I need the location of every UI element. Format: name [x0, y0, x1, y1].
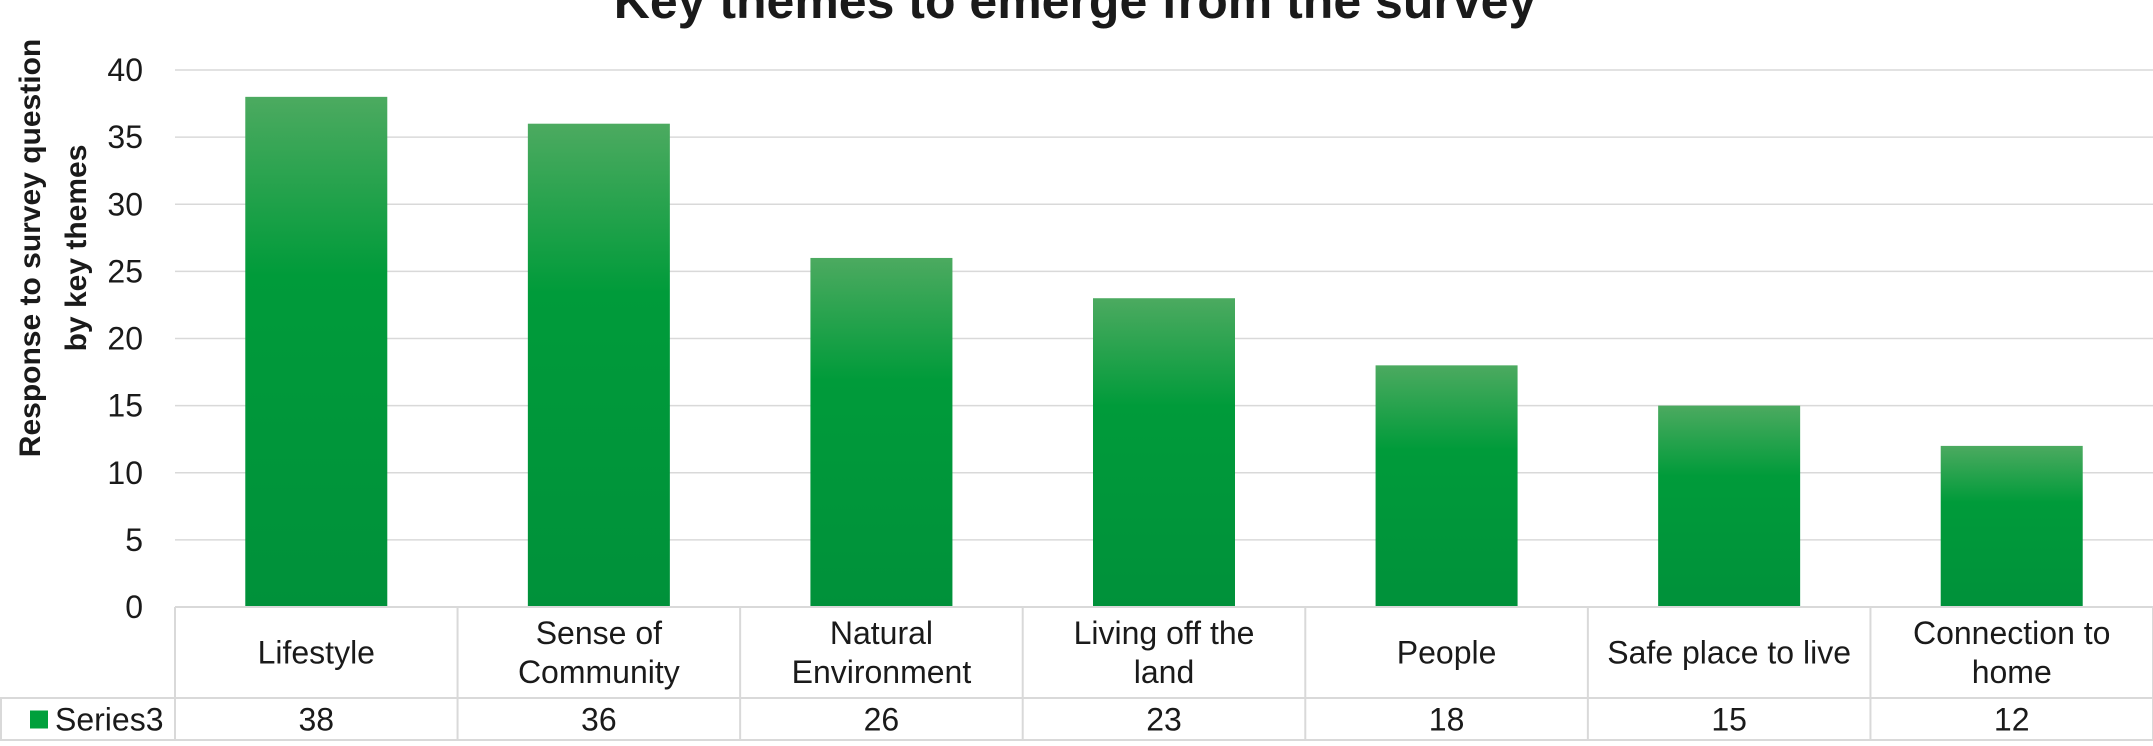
legend-series-name: Series3 — [55, 702, 164, 738]
bar — [1658, 405, 1801, 607]
y-axis-label: Response to survey question by key themes — [14, 39, 93, 457]
y-tick-label: 5 — [125, 522, 143, 558]
bar — [245, 96, 388, 607]
y-tick-label: 25 — [107, 253, 143, 289]
bar — [1093, 298, 1235, 607]
data-table: Lifestyle Sense of Community Natural Environ… — [0, 606, 2153, 741]
y-tick-label: 35 — [107, 119, 143, 155]
x-category-label: Connection to home — [1913, 615, 2110, 690]
data-table-value: 15 — [1711, 702, 1747, 738]
y-axis-ticks: 0 5 10 15 20 25 30 35 40 — [107, 52, 143, 625]
y-tick-label: 30 — [107, 186, 143, 222]
data-table-value: 38 — [298, 702, 334, 738]
bar — [1375, 365, 1518, 607]
data-table-value: 26 — [864, 702, 900, 738]
y-tick-label: 40 — [107, 52, 143, 88]
y-tick-label: 10 — [107, 455, 143, 491]
x-category-label: Natural Environment — [792, 615, 972, 690]
y-tick-label: 0 — [125, 589, 143, 625]
x-category-label: Sense of Community — [518, 615, 680, 690]
data-table-value: 18 — [1429, 702, 1465, 738]
y-tick-label: 20 — [107, 321, 143, 357]
y-tick-label: 15 — [107, 388, 143, 424]
x-category-label: Living off the land — [1074, 615, 1255, 690]
data-table-value: 23 — [1146, 702, 1182, 738]
chart-title: Key themes to emerge from the survey — [614, 0, 1537, 29]
y-axis-label-line: by key themes — [60, 145, 93, 352]
bars — [245, 96, 2083, 607]
y-axis-label-line: Response to survey question — [14, 39, 47, 457]
bar — [810, 257, 953, 607]
x-category-label: Safe place to live — [1607, 635, 1851, 671]
data-table-value: 12 — [1994, 702, 2030, 738]
bar — [1940, 445, 2083, 607]
bar — [527, 123, 670, 607]
legend-key — [30, 710, 48, 729]
x-category-label: Lifestyle — [258, 635, 375, 671]
data-table-value: 36 — [581, 702, 617, 738]
x-category-label: People — [1397, 635, 1497, 671]
